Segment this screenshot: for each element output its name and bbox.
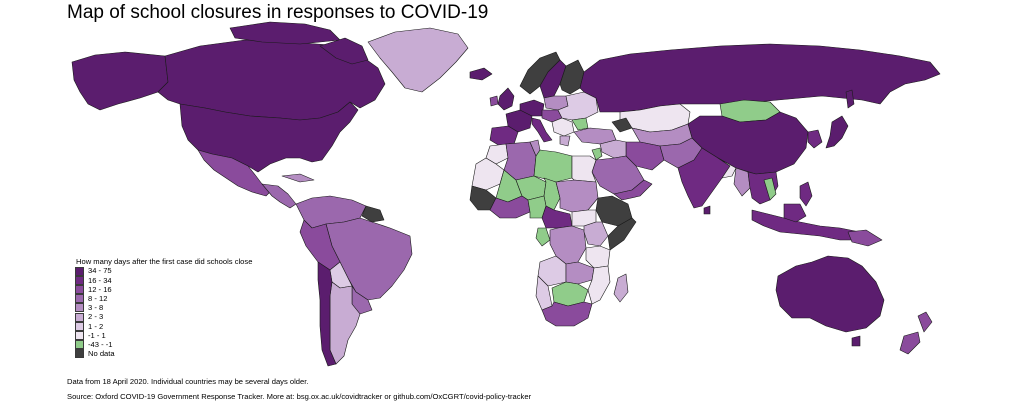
region-myanmar (733, 167, 751, 197)
region-cameroon-car (541, 205, 573, 229)
region-iceland (469, 67, 493, 81)
region-somalia (607, 217, 637, 251)
region-greenland (367, 27, 469, 93)
region-uk (497, 87, 515, 111)
region-yemen-oman (613, 179, 653, 201)
region-greece (559, 135, 571, 147)
legend-item: 8 - 12 (75, 293, 252, 304)
region-tanzania (585, 245, 611, 269)
region-new-zealand-south (899, 331, 921, 355)
legend-label: 34 - 75 (88, 266, 112, 276)
region-malaysia-indonesia (751, 209, 863, 241)
legend-title: How many days after the first case did s… (76, 257, 253, 266)
region-ireland (489, 95, 499, 107)
legend-label: -1 - 1 (88, 330, 106, 340)
legend-item: 34 - 75 (75, 266, 252, 276)
region-italy (531, 117, 553, 143)
region-egypt (571, 155, 597, 183)
legend-swatch (75, 294, 84, 304)
legend-swatch (75, 266, 84, 276)
legend-item: -1 - 1 (75, 331, 252, 340)
region-sakhalin (845, 89, 855, 109)
region-india (677, 147, 731, 209)
legend-label: 2 - 3 (88, 312, 104, 322)
region-new-zealand-north (917, 311, 933, 333)
map-legend: How many days after the first case did s… (75, 257, 253, 359)
legend-label: 12 - 16 (88, 284, 112, 294)
legend-label: 16 - 34 (88, 275, 112, 285)
legend-swatch (75, 303, 84, 313)
map-title: Map of school closures in responses to C… (67, 2, 489, 23)
region-vietnam (763, 177, 777, 201)
region-finland (559, 59, 585, 95)
region-korea (807, 129, 823, 149)
region-tasmania (851, 335, 861, 347)
region-drc (549, 225, 587, 265)
region-morocco (485, 143, 509, 165)
region-mexico (197, 149, 273, 197)
legend-item: 16 - 34 (75, 275, 252, 285)
region-cuba (281, 173, 315, 183)
footnote-source: Source: Oxford COVID-19 Government Respo… (67, 392, 532, 401)
legend-swatch (75, 275, 84, 285)
region-sri-lanka (703, 205, 711, 215)
legend-label: 1 - 2 (88, 321, 104, 331)
region-baffin (319, 37, 369, 65)
region-australia (775, 255, 885, 333)
legend-item: 2 - 3 (75, 312, 252, 322)
region-chile (317, 261, 337, 367)
footnote-data-date: Data from 18 April 2020. Individual coun… (67, 377, 309, 386)
region-balkans (551, 117, 575, 137)
legend-label: No data (88, 349, 115, 359)
region-israel-jordan (591, 147, 603, 161)
legend-label: 8 - 12 (88, 293, 108, 303)
legend-item: 1 - 2 (75, 321, 252, 331)
legend-item: -43 - -1 (75, 339, 252, 350)
legend-swatch (75, 285, 84, 295)
legend-label: 3 - 8 (88, 303, 104, 313)
legend-swatch (75, 349, 84, 359)
legend-swatch (75, 331, 84, 340)
legend-item: 3 - 8 (75, 303, 252, 313)
region-kenya-uganda (583, 221, 609, 247)
region-mozambique (587, 265, 611, 305)
region-borneo (783, 203, 807, 223)
legend-swatch (75, 340, 84, 350)
region-moldova-romania (571, 117, 589, 131)
region-sudan (555, 179, 599, 213)
region-guianas (361, 205, 385, 223)
region-libya (533, 149, 573, 183)
legend-swatch (75, 321, 84, 331)
region-papua-new-guinea (847, 229, 883, 247)
region-philippines (799, 181, 813, 207)
region-alaska (71, 51, 169, 111)
region-madagascar (613, 273, 629, 303)
region-gabon-congo (535, 227, 551, 247)
region-south-africa (541, 301, 593, 327)
legend-item: No data (75, 349, 252, 359)
region-nepal-bangladesh (717, 157, 737, 179)
region-central-america (261, 183, 297, 209)
region-western-sahara-mauritania (471, 157, 505, 191)
region-japan (825, 115, 849, 149)
legend-item: 12 - 16 (75, 284, 252, 295)
legend-swatch (75, 312, 84, 322)
legend-label: -43 - -1 (88, 339, 113, 349)
region-zambia (565, 261, 595, 285)
